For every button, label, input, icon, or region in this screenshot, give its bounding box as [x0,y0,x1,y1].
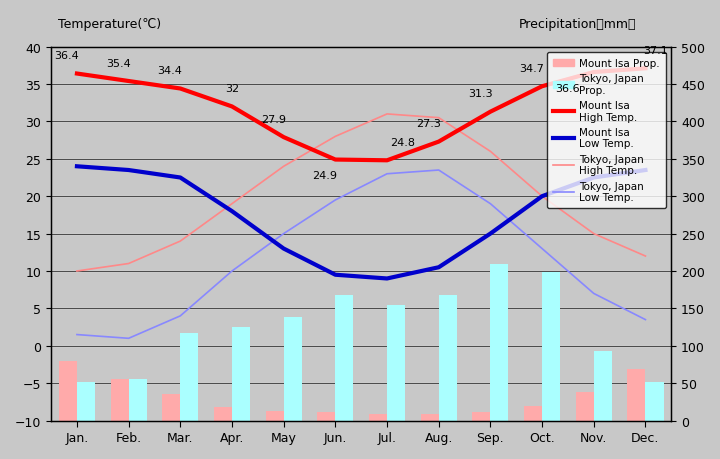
Text: 34.4: 34.4 [158,66,182,76]
Text: 36.6: 36.6 [556,84,580,94]
Text: 31.3: 31.3 [468,89,492,99]
Bar [490,264,508,420]
Bar [266,411,284,420]
Text: 34.7: 34.7 [519,64,544,73]
Bar [284,318,302,420]
Bar [111,379,129,420]
Bar [472,413,490,420]
Bar [438,295,456,420]
Bar [180,333,199,420]
Text: 37.1: 37.1 [644,46,668,56]
Bar [524,407,542,420]
Bar [129,379,147,420]
Bar [214,407,232,420]
Bar [77,382,95,420]
Text: 36.4: 36.4 [54,51,79,61]
Bar [369,414,387,420]
Legend: Mount Isa Prop., Tokyo, Japan
Prop., Mount Isa
High Temp., Mount Isa
Low Temp., : Mount Isa Prop., Tokyo, Japan Prop., Mou… [547,53,666,209]
Text: 24.9: 24.9 [312,171,338,181]
Text: 27.9: 27.9 [261,114,286,124]
Bar [576,392,594,420]
Bar [594,351,612,420]
Text: Precipitation（mm）: Precipitation（mm） [518,18,636,31]
Text: 35.4: 35.4 [106,58,130,68]
Bar [162,394,180,420]
Bar [420,414,438,420]
Text: 32: 32 [225,84,239,94]
Bar [387,306,405,420]
Bar [627,369,645,420]
Bar [232,327,250,420]
Bar [336,295,354,420]
Text: 27.3: 27.3 [416,119,441,129]
Bar [542,273,560,420]
Bar [59,362,77,420]
Bar [645,383,664,420]
Bar [318,413,336,420]
Text: 24.8: 24.8 [390,138,415,147]
Text: Temperature(℃): Temperature(℃) [58,18,161,31]
